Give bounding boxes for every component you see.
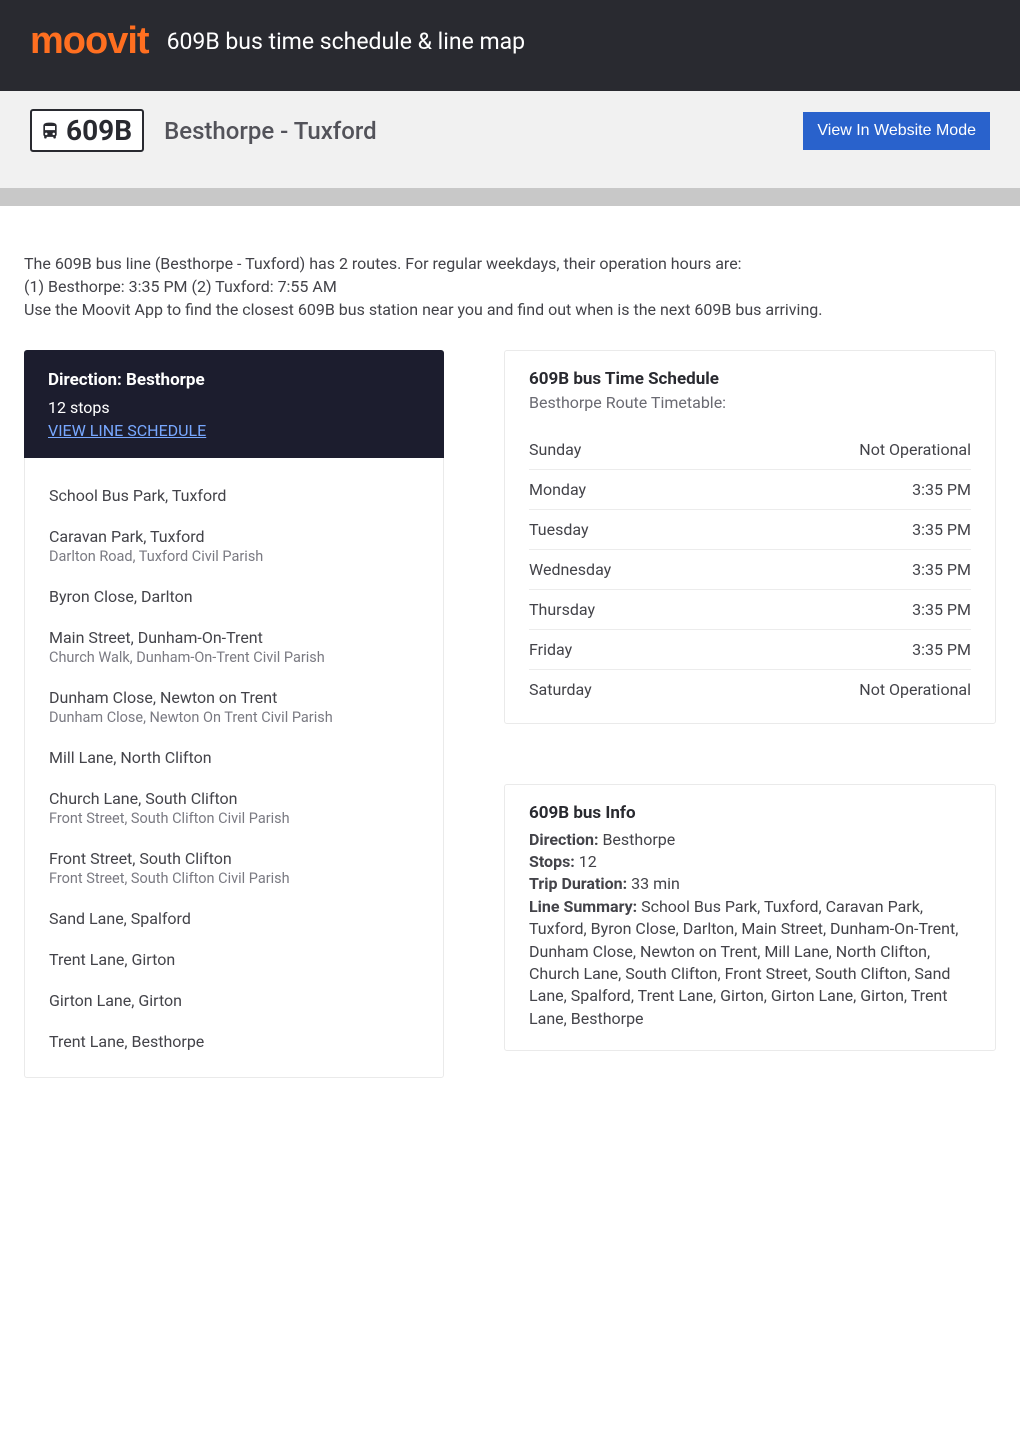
stop-name: Main Street, Dunham-On-Trent [49,628,419,647]
route-badge: 609B [30,109,144,152]
stop-name: Mill Lane, North Clifton [49,748,419,767]
view-website-button[interactable]: View In Website Mode [803,112,990,150]
view-schedule-link[interactable]: VIEW LINE SCHEDULE [48,421,206,440]
schedule-day: Friday [529,640,572,659]
schedule-time: Not Operational [859,680,971,699]
intro-text: The 609B bus line (Besthorpe - Tuxford) … [0,206,1020,350]
schedule-day: Tuesday [529,520,589,539]
route-name: Besthorpe - Tuxford [164,117,377,145]
schedule-row: Sunday Not Operational [529,430,971,470]
schedule-row: Saturday Not Operational [529,670,971,709]
schedule-row: Wednesday 3:35 PM [529,550,971,590]
info-stops: Stops: 12 [529,851,971,873]
stop-item: Caravan Park, Tuxford Darlton Road, Tuxfo… [49,527,419,565]
bus-icon [40,121,60,141]
stop-name: Front Street, South Clifton [49,849,419,868]
main-grid: Direction: Besthorpe 12 stops VIEW LINE … [0,350,1020,1118]
schedule-row: Thursday 3:35 PM [529,590,971,630]
left-column: Direction: Besthorpe 12 stops VIEW LINE … [24,350,444,1078]
stop-item: Girton Lane, Girton [49,991,419,1010]
schedule-row: Monday 3:35 PM [529,470,971,510]
direction-title: Direction: Besthorpe [48,370,420,390]
schedule-time: 3:35 PM [912,560,971,579]
spacer [0,152,1020,188]
info-summary: Line Summary: School Bus Park, Tuxford, … [529,896,971,1030]
schedule-time: 3:35 PM [912,600,971,619]
stop-sub: Front Street, South Clifton Civil Parish [49,870,419,887]
route-left: 609B Besthorpe - Tuxford [30,109,377,152]
schedule-day: Monday [529,480,586,499]
schedule-day: Wednesday [529,560,611,579]
stop-item: School Bus Park, Tuxford [49,486,419,505]
stops-count: 12 stops [48,398,420,417]
stop-item: Byron Close, Darlton [49,587,419,606]
stop-name: Church Lane, South Clifton [49,789,419,808]
stop-name: Sand Lane, Spalford [49,909,419,928]
schedule-day: Sunday [529,440,581,459]
stop-item: Main Street, Dunham-On-Trent Church Walk,… [49,628,419,666]
stop-sub: Front Street, South Clifton Civil Parish [49,810,419,827]
schedule-rows: SundayNot OperationalMonday3:35 PMTuesda… [529,430,971,709]
stop-name: Trent Lane, Besthorpe [49,1032,419,1051]
grey-strip-mid [0,188,1020,206]
schedule-time: 3:35 PM [912,640,971,659]
stop-sub: Dunham Close, Newton On Trent Civil Pari… [49,709,419,726]
schedule-time: 3:35 PM [912,480,971,499]
stop-item: Church Lane, South Clifton Front Street, … [49,789,419,827]
schedule-row: Tuesday 3:35 PM [529,510,971,550]
stop-item: Trent Lane, Girton [49,950,419,969]
schedule-row: Friday 3:35 PM [529,630,971,670]
route-bar: 609B Besthorpe - Tuxford View In Website… [0,109,1020,152]
stop-name: School Bus Park, Tuxford [49,486,419,505]
moovit-logo: moovit [30,20,149,63]
stop-name: Dunham Close, Newton on Trent [49,688,419,707]
stop-name: Trent Lane, Girton [49,950,419,969]
stop-sub: Church Walk, Dunham-On-Trent Civil Paris… [49,649,419,666]
stop-sub: Darlton Road, Tuxford Civil Parish [49,548,419,565]
stop-item: Dunham Close, Newton on Trent Dunham Clos… [49,688,419,726]
schedule-subtitle: Besthorpe Route Timetable: [529,393,971,412]
schedule-card: 609B bus Time Schedule Besthorpe Route T… [504,350,996,724]
schedule-time: Not Operational [859,440,971,459]
schedule-time: 3:35 PM [912,520,971,539]
info-direction: Direction: Besthorpe [529,829,971,851]
stops-list: School Bus Park, Tuxford Caravan Park, Tu… [24,458,444,1078]
stop-item: Trent Lane, Besthorpe [49,1032,419,1051]
stop-name: Girton Lane, Girton [49,991,419,1010]
top-header: moovit 609B bus time schedule & line map [0,0,1020,91]
direction-card-header: Direction: Besthorpe 12 stops VIEW LINE … [24,350,444,458]
stop-name: Caravan Park, Tuxford [49,527,419,546]
schedule-day: Thursday [529,600,595,619]
stop-item: Front Street, South Clifton Front Street,… [49,849,419,887]
route-number: 609B [66,114,132,147]
stop-name: Byron Close, Darlton [49,587,419,606]
info-title: 609B bus Info [529,803,971,823]
stop-item: Mill Lane, North Clifton [49,748,419,767]
page-title: 609B bus time schedule & line map [167,28,526,55]
stop-item: Sand Lane, Spalford [49,909,419,928]
right-column: 609B bus Time Schedule Besthorpe Route T… [504,350,996,1078]
schedule-title: 609B bus Time Schedule [529,369,971,389]
schedule-day: Saturday [529,680,592,699]
info-card: 609B bus Info Direction: Besthorpe Stops… [504,784,996,1052]
info-duration: Trip Duration: 33 min [529,873,971,895]
